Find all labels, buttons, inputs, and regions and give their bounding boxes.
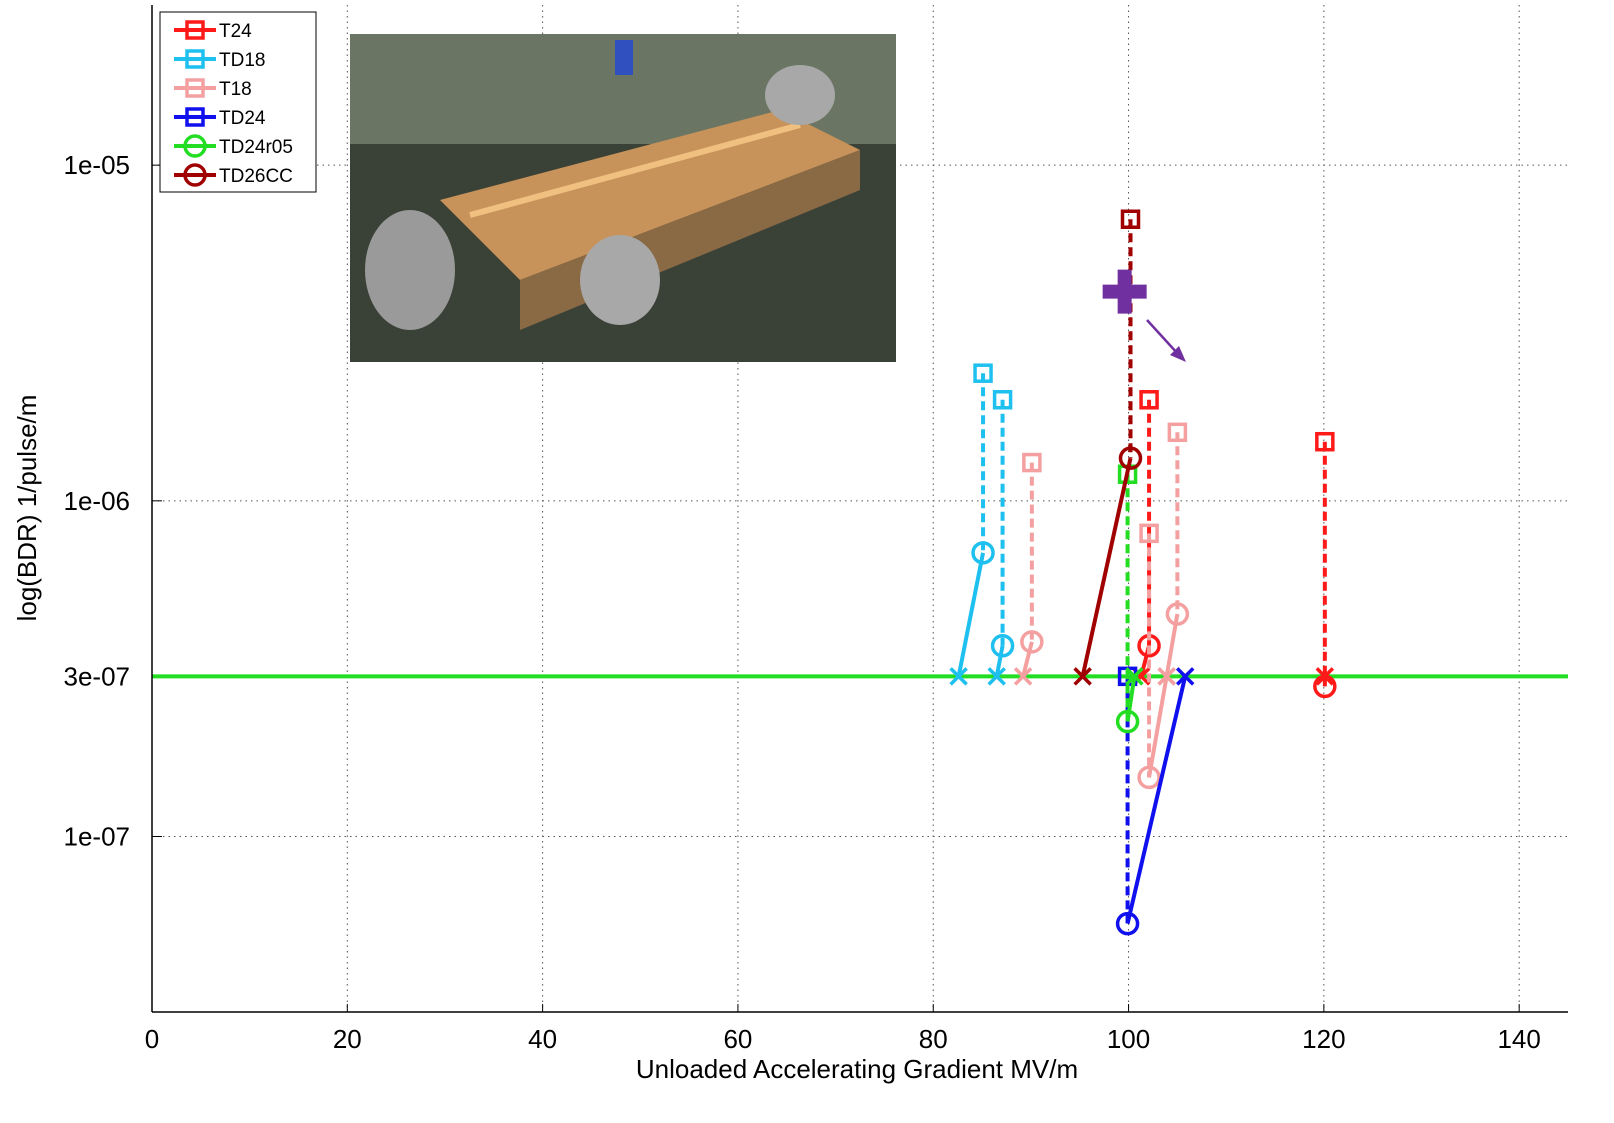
photo-flange — [365, 210, 455, 330]
photo-flange — [580, 235, 660, 325]
photo-inset — [350, 34, 896, 362]
chart: Unloaded Accelerating Gradient MV/m log(… — [0, 0, 1614, 1118]
legend-label: TD26CC — [219, 166, 293, 187]
page: Unloaded Accelerating Gradient MV/m log(… — [0, 0, 1614, 1123]
series-segment — [959, 553, 983, 677]
legend-label: TD24r05 — [219, 137, 293, 158]
legend-label: TD18 — [219, 50, 265, 71]
annotation-arrow — [1147, 320, 1178, 354]
x-tick-label: 100 — [1107, 1024, 1150, 1054]
series-segment — [1083, 458, 1131, 676]
legend-label: TD24 — [219, 108, 266, 129]
x-tick-label: 60 — [723, 1024, 752, 1054]
y-tick-label: 1e-05 — [64, 150, 131, 180]
x-tick-label: 80 — [919, 1024, 948, 1054]
y-tick-label: 1e-07 — [64, 821, 131, 851]
highlight-marker — [1103, 270, 1147, 314]
legend-label: T18 — [219, 79, 252, 100]
photo-object — [615, 40, 633, 75]
legend-label: T24 — [219, 21, 252, 42]
x-tick-label: 20 — [333, 1024, 362, 1054]
y-tick-label: 1e-06 — [64, 486, 131, 516]
x-tick-label: 120 — [1302, 1024, 1345, 1054]
x-tick-label: 40 — [528, 1024, 557, 1054]
y-tick-label: 3e-07 — [64, 661, 131, 691]
photo-flange — [765, 65, 835, 125]
series-segment — [1128, 676, 1186, 923]
y-axis-label: log(BDR) 1/pulse/m — [12, 395, 42, 622]
x-axis-label: Unloaded Accelerating Gradient MV/m — [636, 1054, 1078, 1084]
x-tick-label: 0 — [145, 1024, 159, 1054]
x-tick-label: 140 — [1497, 1024, 1540, 1054]
